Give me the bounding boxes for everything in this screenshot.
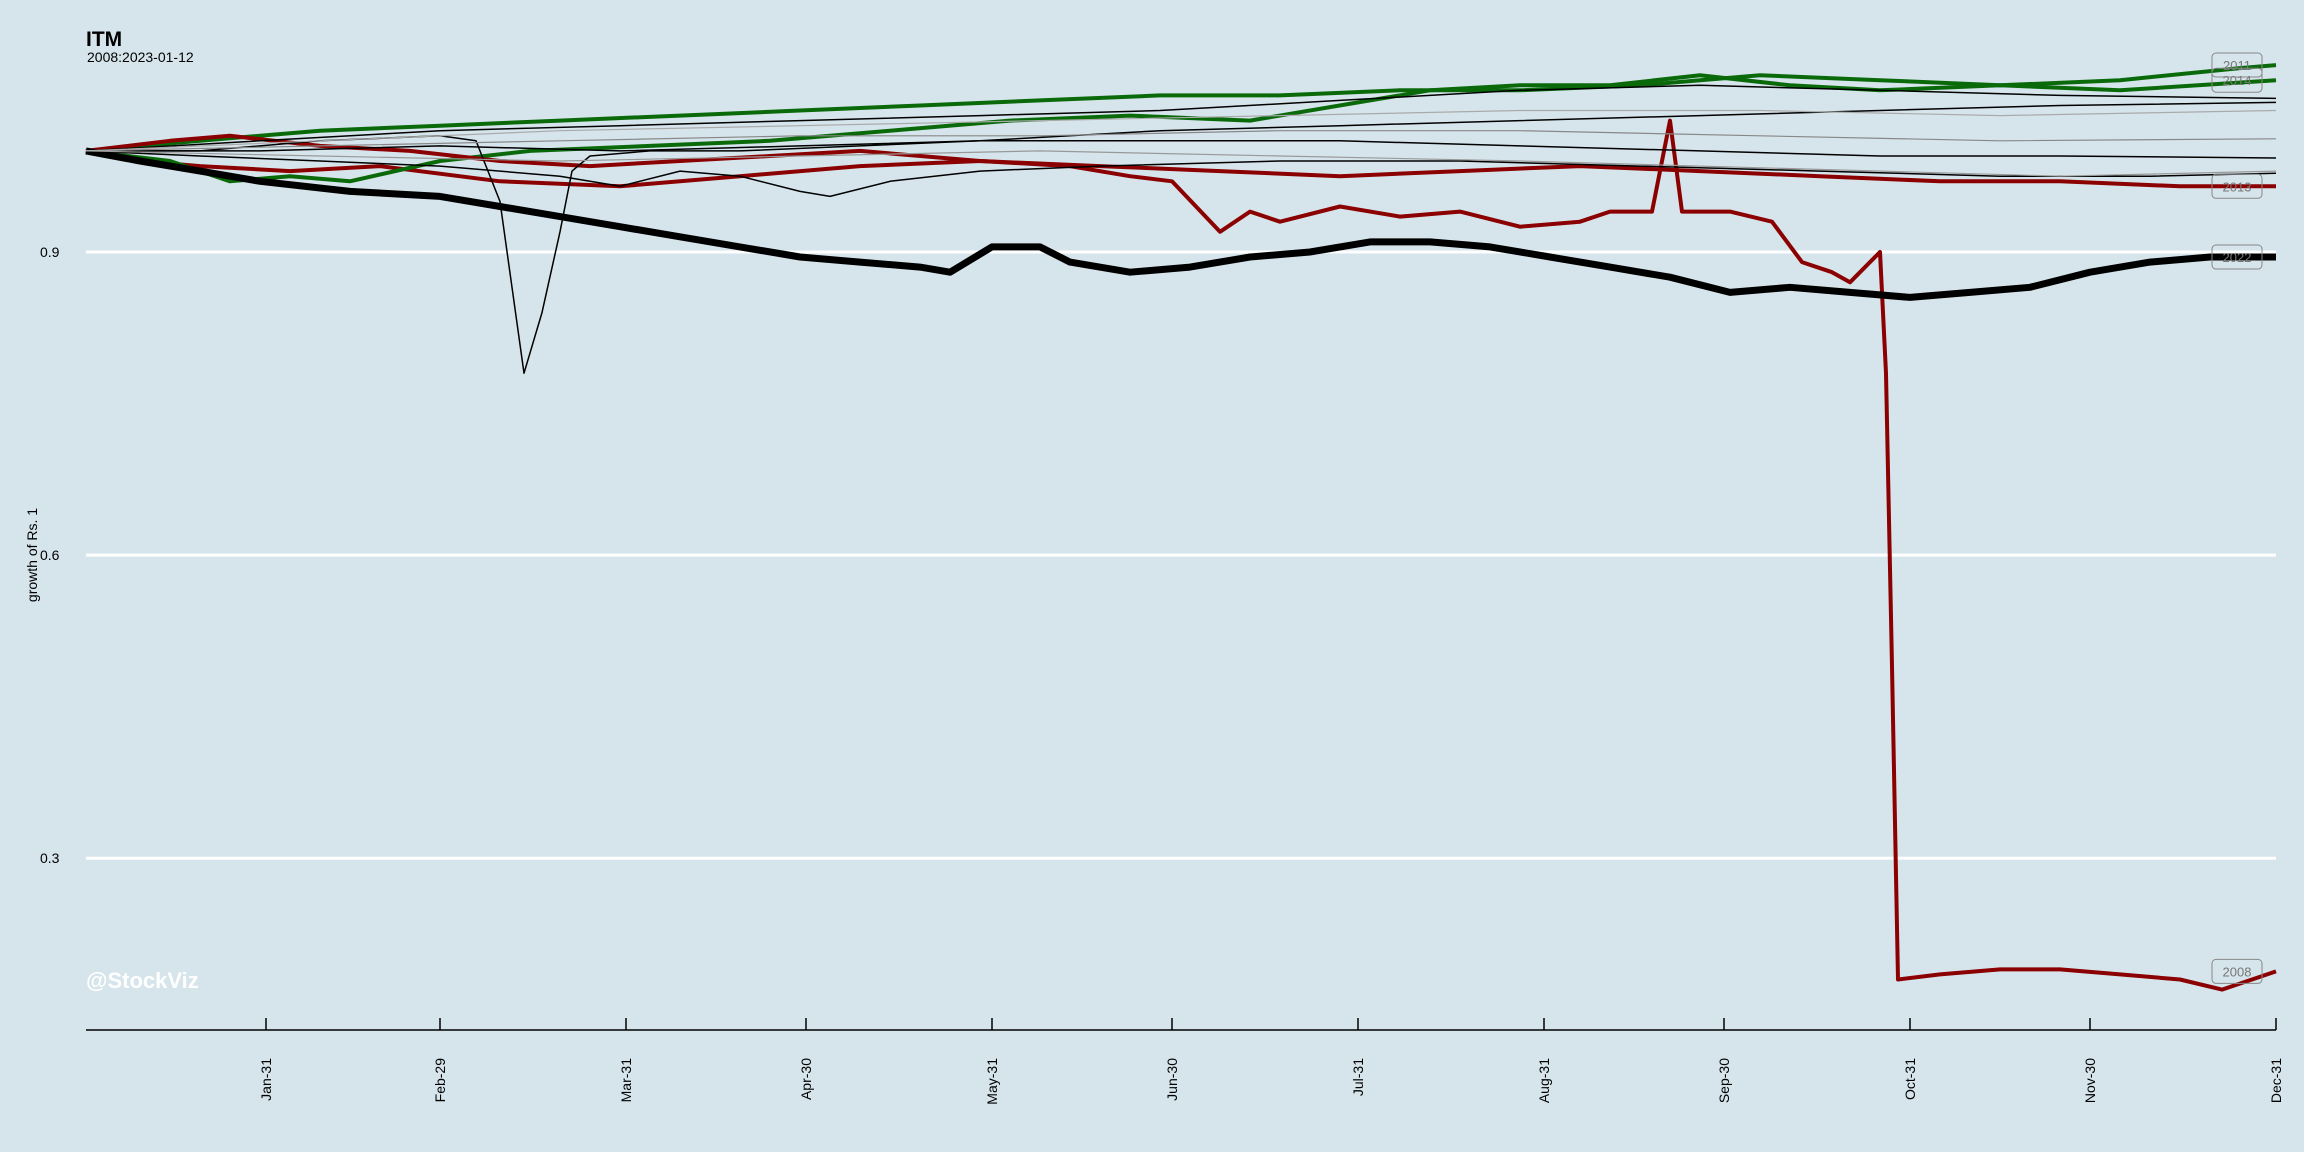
series-label-text: 2014 [2223,73,2252,88]
series-label-2022: 2022 [2211,244,2263,270]
series-label-2013: 2013 [2211,173,2263,199]
y-axis-label: growth of Rs. 1 [24,508,40,602]
series-line-2022 [85,147,2276,301]
x-tick-label: Jul-31 [1350,1058,1366,1096]
x-tick-label: Jan-31 [258,1058,274,1101]
x-axis: Jan-31 Feb-29 Mar-31 Apr-30 May-31 Jun-30 Jul-… [86,1018,2284,1105]
series-label-text: 2008 [2223,964,2252,979]
x-tick-label: Nov-30 [2082,1058,2098,1103]
series-line-7 [85,84,2277,152]
series-line-2008 [85,118,2277,992]
series-label-text: 2013 [2223,179,2252,194]
x-tick-label: Apr-30 [798,1058,814,1100]
series-label-2014: 2014 [2211,67,2263,93]
series-label-2008: 2008 [2211,958,2263,984]
x-tick-label: Mar-31 [618,1058,634,1103]
series-line-2014 [85,73,2277,184]
series-label-text: 2022 [2223,250,2252,265]
y-tick-label: 0.9 [40,244,60,260]
y-tick-label: 0.3 [40,850,60,866]
chart-subtitle: 2008:2023-01-12 [87,49,194,65]
series-line-10 [85,150,2277,177]
x-tick-label: Aug-31 [1536,1058,1552,1103]
series-label-2011: 2011 [2211,52,2263,78]
series-line-5 [86,101,2277,374]
chart-title: ITM [86,28,123,51]
series-label-box [2211,67,2263,93]
x-tick-label: Oct-31 [1902,1058,1918,1100]
series-label-box [2211,52,2263,78]
series-line-9 [85,130,2277,152]
x-tick-label: May-31 [984,1058,1000,1105]
series-label-text: 2011 [2223,58,2251,73]
x-tick-label: Sep-30 [1716,1058,1732,1103]
x-tick-label: Dec-31 [2268,1058,2284,1103]
watermark: @StockViz [86,968,199,993]
y-tick-label: 0.6 [40,547,60,563]
series-label-box [2211,244,2263,270]
series-label-box [2211,173,2263,199]
series-label-box [2211,958,2263,984]
x-tick-label: Feb-29 [432,1058,448,1103]
series-lines [85,63,2277,992]
series-line-11 [85,109,2277,152]
series-line-8 [86,140,2277,159]
gridlines [86,250,2276,860]
y-tick-labels: 0.3 0.6 0.9 [40,244,60,866]
series-line-6 [85,150,2277,198]
x-tick-label: Jun-30 [1164,1058,1180,1101]
